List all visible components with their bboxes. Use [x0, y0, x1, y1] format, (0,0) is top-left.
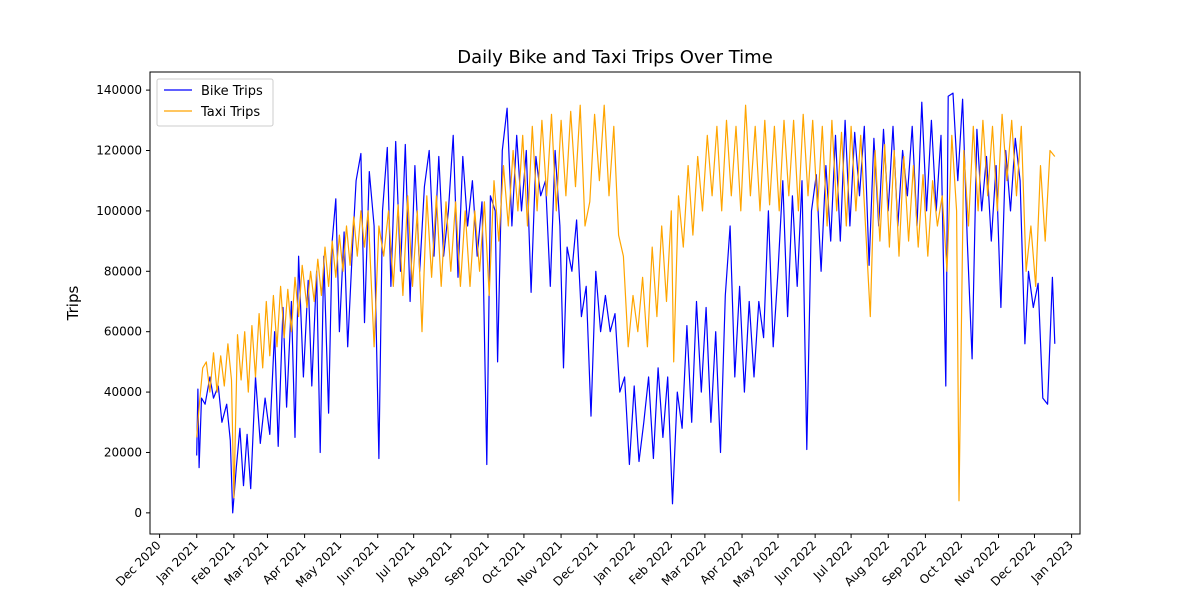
series-line-taxi — [196, 104, 1056, 502]
y-tick-label: 140000 — [96, 83, 142, 97]
y-tick-label: 120000 — [96, 144, 142, 158]
legend-label-taxi: Taxi Trips — [200, 105, 260, 120]
y-tick-label: 0 — [134, 506, 142, 520]
series-line-bike — [196, 92, 1056, 514]
legend-box — [156, 78, 274, 127]
chart-title: Daily Bike and Taxi Trips Over Time — [457, 47, 773, 68]
y-tick-label: 60000 — [104, 325, 142, 339]
y-axis: 0 20000 40000 60000 80000 100000 120000 140000 — [96, 83, 150, 520]
plot-area — [196, 92, 1056, 514]
y-tick-label: 100000 — [96, 204, 142, 218]
x-tick-label: Dec 2020 — [113, 538, 164, 589]
y-tick-label: 80000 — [104, 264, 142, 278]
y-axis-label: Trips — [64, 286, 82, 322]
y-tick-label: 40000 — [104, 385, 142, 399]
y-tick-label: 20000 — [104, 445, 142, 459]
plot-frame — [149, 71, 1081, 535]
legend: Bike Trips Taxi Trips — [156, 78, 274, 127]
legend-label-bike: Bike Trips — [201, 84, 263, 99]
